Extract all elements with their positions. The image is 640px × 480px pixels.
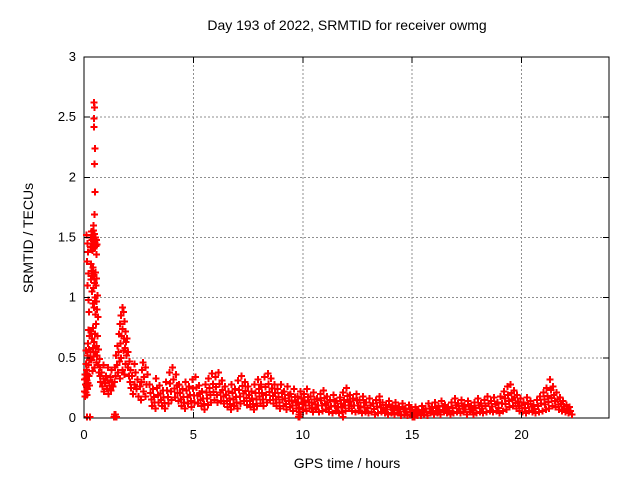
x-tick-label: 20 [514, 427, 528, 442]
y-tick-label: 2 [69, 169, 76, 184]
plot-border [83, 56, 610, 419]
y-tick-label: 0.5 [58, 350, 76, 365]
x-axis-label: GPS time / hours [293, 455, 401, 471]
y-axis-label: SRMTID / TECUs [20, 182, 36, 294]
x-tick-label: 15 [405, 427, 419, 442]
y-tick-label: 0 [69, 410, 76, 425]
scatter-plus-markers [80, 99, 576, 421]
y-tick-label: 1 [69, 290, 76, 305]
x-tick-label: 10 [296, 427, 310, 442]
x-tick-label: 0 [80, 427, 87, 442]
x-tick-label: 5 [190, 427, 197, 442]
y-tick-label: 3 [69, 49, 76, 64]
y-tick-label: 1.5 [58, 230, 76, 245]
y-tick-label: 2.5 [58, 109, 76, 124]
chart-title: Day 193 of 2022, SRMTID for receiver owm… [207, 17, 487, 33]
